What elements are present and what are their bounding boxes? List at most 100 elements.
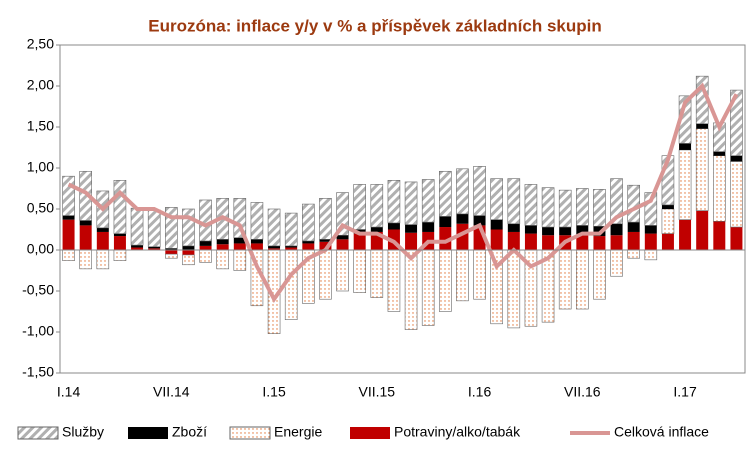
bar-segment [524,225,537,234]
bar-segment [593,189,606,227]
bar-segment [370,184,384,228]
bar-segment [302,203,315,242]
bar-segment [490,178,503,220]
bar-segment [610,223,623,236]
bar-segment [336,192,349,236]
bar-segment [199,249,212,263]
bar-segment [730,89,743,156]
y-tick-label: 2,50 [27,36,54,52]
bar-segment [610,249,623,277]
x-tick-label: I.14 [57,384,81,400]
bar-segment [661,233,674,250]
bar-segment [610,178,623,225]
bar-segment [268,245,281,249]
bar-segment [268,248,281,250]
bar-segment [370,227,383,232]
bar-segment [524,233,537,250]
bar-segment [593,236,606,250]
bar-segment [62,219,75,250]
bar-segment [267,208,281,247]
bar-segment [62,215,75,220]
x-tick-label: VII.15 [359,384,396,400]
bar-segment [713,155,726,222]
bar-segment [405,224,418,233]
bar-segment [456,213,469,224]
bar-segment [130,207,144,246]
bar-segment [148,248,161,250]
bar-segment [62,249,75,261]
bar-segment [730,227,743,250]
y-tick-label: -1,00 [22,323,54,339]
bar-segment [422,222,435,232]
bar-segment [507,231,520,250]
legend-swatch [229,426,271,440]
x-tick-label: I.17 [673,384,697,400]
bar-segment [250,239,263,244]
bar-segment [233,237,246,244]
bar-segment [696,123,709,129]
bar-segment [233,243,246,250]
bar-segment [182,250,195,255]
bar-segment [302,243,315,250]
bar-segment [627,184,640,223]
bar-segment [559,227,572,236]
bar-segment [678,149,692,220]
bar-segment [250,243,263,250]
bar-segment [165,207,178,249]
bar-segment [473,166,486,216]
bar-segment [439,249,452,312]
bar-segment [679,219,692,250]
bar-segment [404,249,418,330]
bar-segment [165,248,178,250]
bar-segment [439,170,452,217]
bar-segment [627,222,640,232]
bar-segment [713,221,726,250]
bar-segment [610,235,623,250]
bar-segment [387,249,401,312]
bar-segment [730,161,743,228]
bar-segment [695,128,709,211]
bar-segment [233,198,247,238]
bar-segment [199,199,212,242]
bar-segment [713,151,726,156]
bar-segment [131,245,144,248]
bar-segment [62,175,75,216]
legend-label: Služby [62,424,104,440]
bar-segment [147,209,161,248]
bar-segment [473,249,486,300]
bar-segment [353,233,366,250]
legend-label: Potraviny/alko/tabák [394,424,521,440]
bar-segment [336,239,349,250]
bar-segment [182,254,195,266]
bar-segment [353,249,366,293]
bar-segment [387,180,401,224]
bar-segment [113,233,126,237]
bar-segment [113,236,126,250]
y-tick-label: -1,50 [22,364,54,380]
legend-label: Zboží [172,424,207,440]
bar-segment [456,249,469,302]
bar-segment [250,202,264,240]
y-tick-label: 1,00 [27,159,54,175]
bar-segment [131,247,144,250]
x-tick-label: VII.16 [564,384,601,400]
bar-segment [216,244,229,250]
bar-segment [421,249,435,326]
bar-segment [79,249,92,270]
bar-segment [679,143,692,150]
legend-swatch [17,426,59,440]
bar-segment [96,231,109,250]
bar-segment [96,249,110,270]
bar-segment [113,249,127,261]
x-tick-label: I.16 [468,384,492,400]
bar-segment [336,235,349,240]
bar-segment [644,233,657,250]
bar-segment [165,253,178,259]
bar-segment [233,249,247,271]
bar-segment [421,179,435,223]
bar-segment [473,225,486,250]
bar-segment [473,215,486,226]
bar-segment [541,187,555,228]
bar-segment [661,204,674,209]
bar-segment [199,245,212,250]
